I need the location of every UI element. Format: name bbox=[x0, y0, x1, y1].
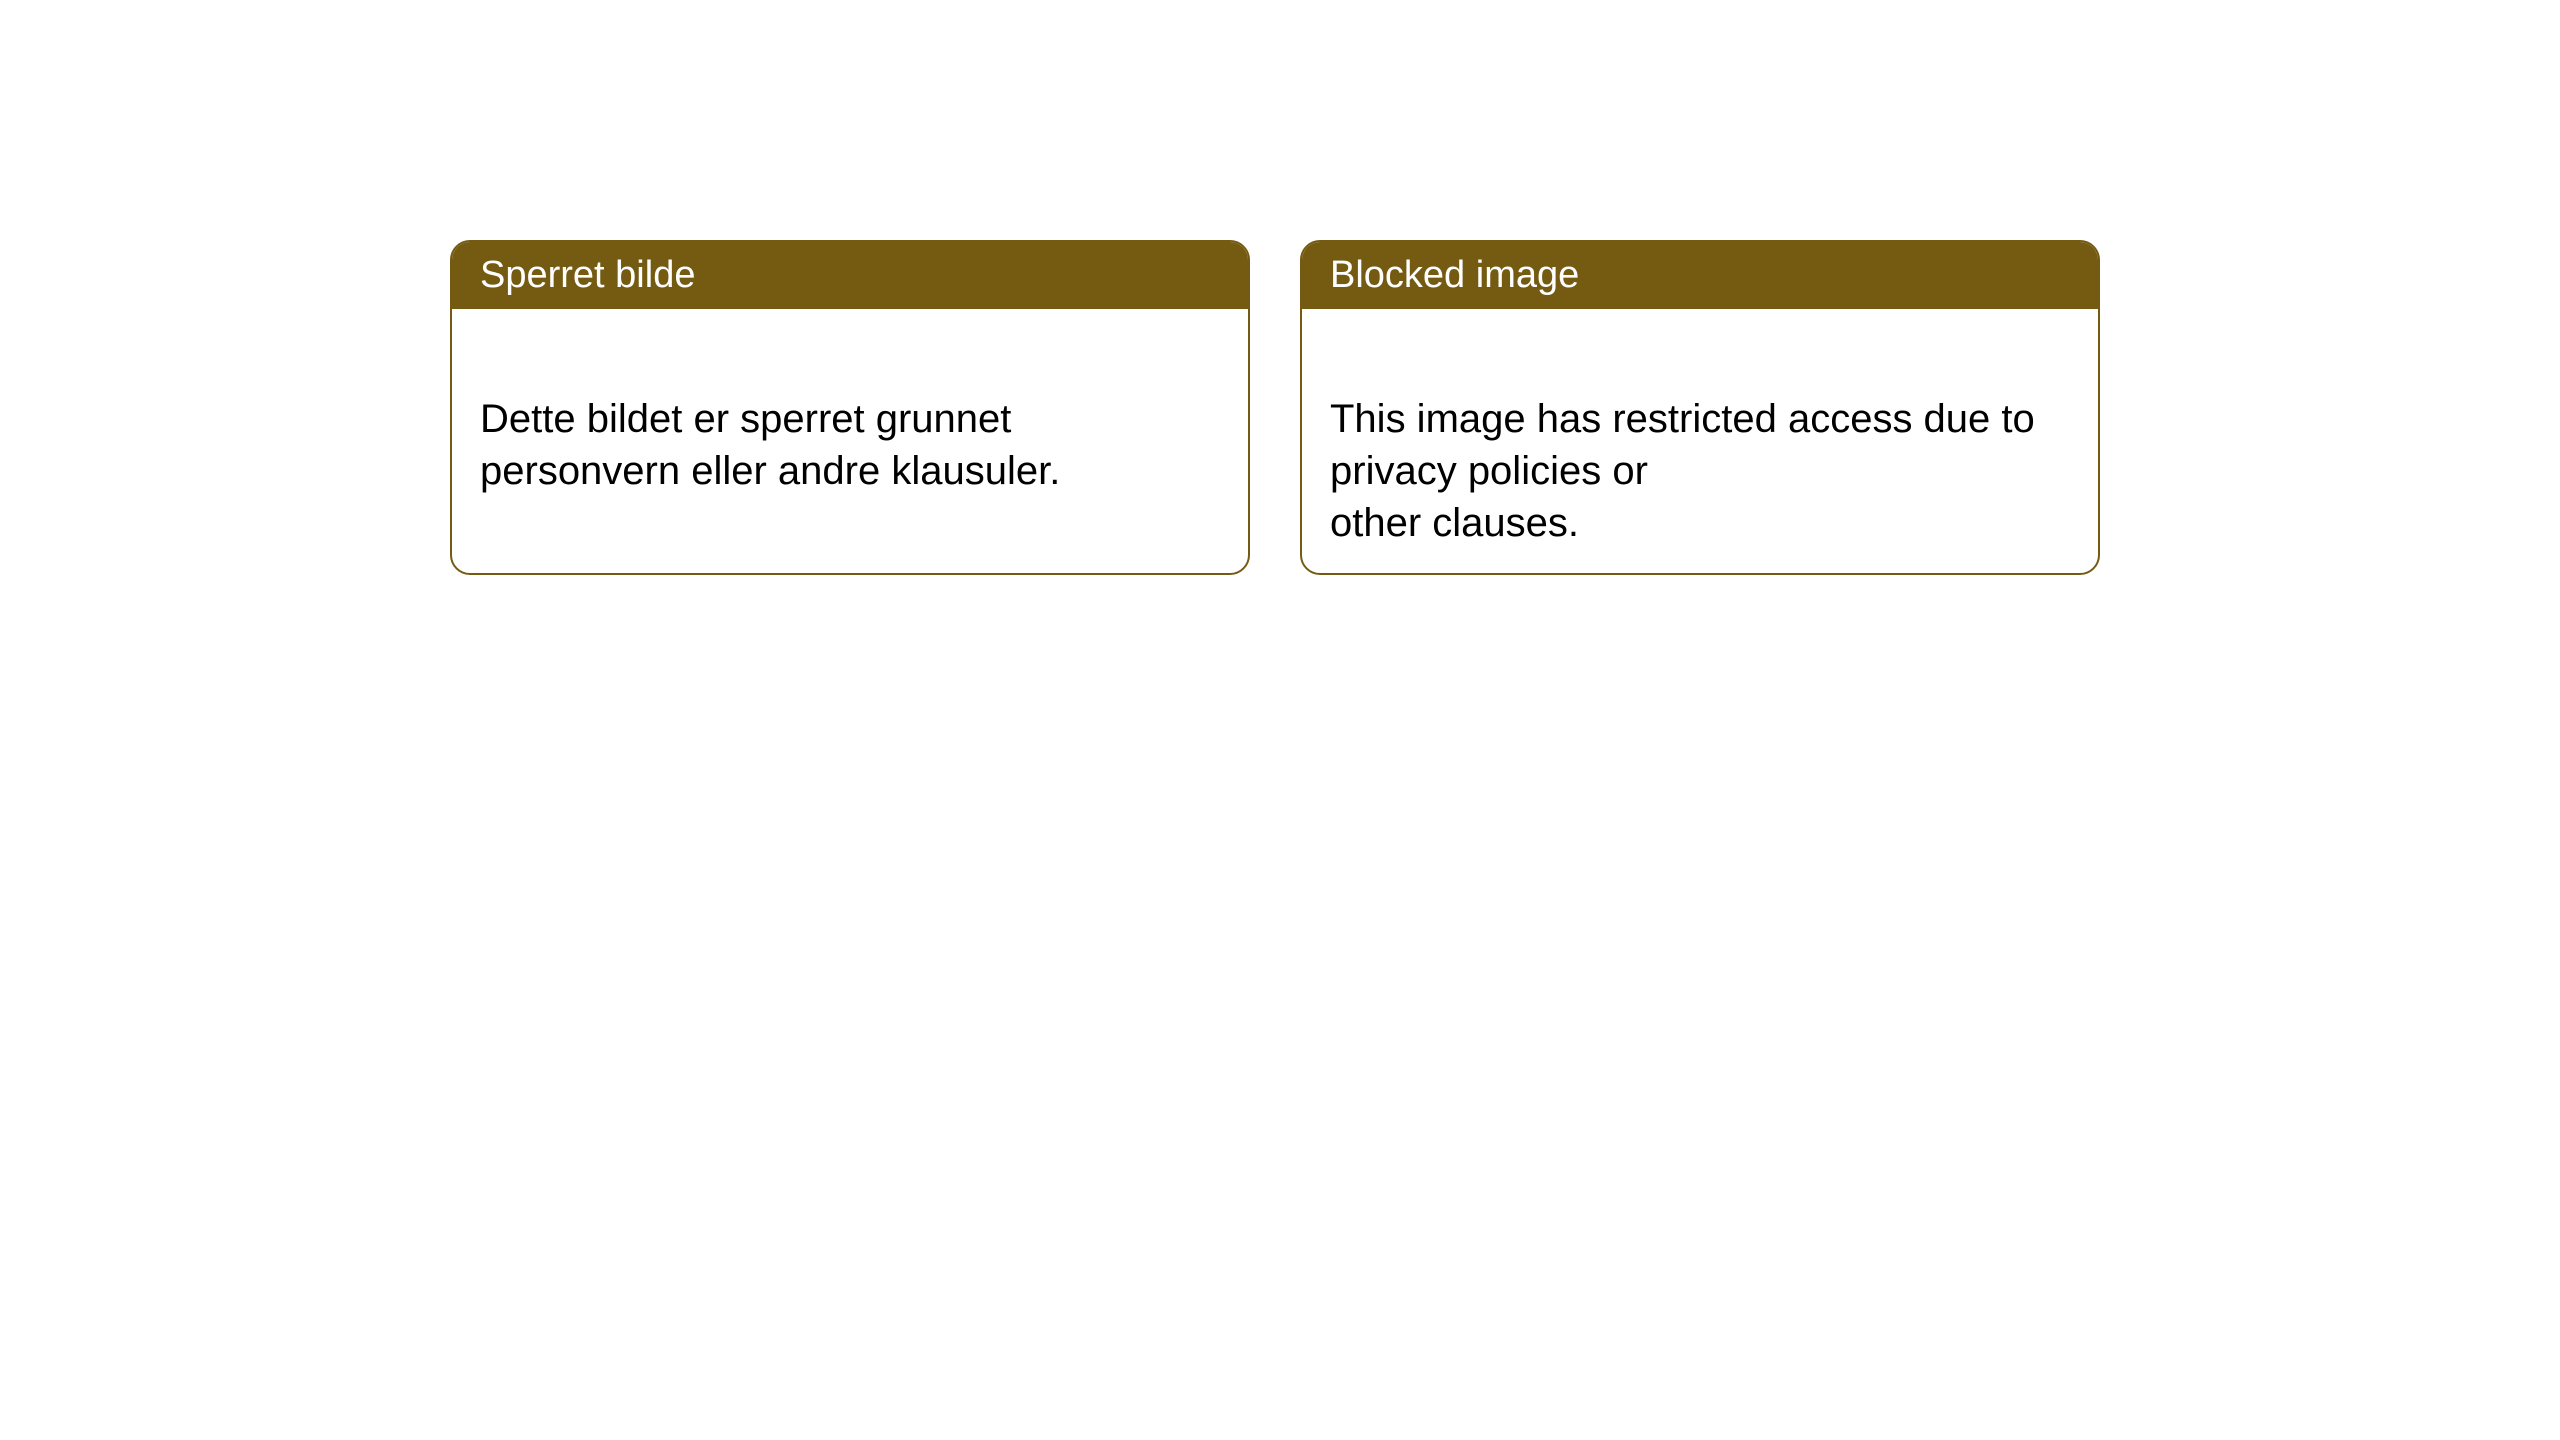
notice-body: Dette bildet er sperret grunnet personve… bbox=[452, 309, 1248, 529]
notice-box-english: Blocked image This image has restricted … bbox=[1300, 240, 2100, 575]
notice-box-norwegian: Sperret bilde Dette bildet er sperret gr… bbox=[450, 240, 1250, 575]
notice-body-text: Dette bildet er sperret grunnet personve… bbox=[480, 397, 1060, 493]
notice-container: Sperret bilde Dette bildet er sperret gr… bbox=[450, 240, 2100, 575]
notice-title: Blocked image bbox=[1330, 254, 1579, 296]
notice-title: Sperret bilde bbox=[480, 254, 695, 296]
notice-body: This image has restricted access due to … bbox=[1302, 309, 2098, 575]
notice-body-text: This image has restricted access due to … bbox=[1330, 397, 2035, 545]
notice-header: Blocked image bbox=[1302, 242, 2098, 309]
notice-header: Sperret bilde bbox=[452, 242, 1248, 309]
